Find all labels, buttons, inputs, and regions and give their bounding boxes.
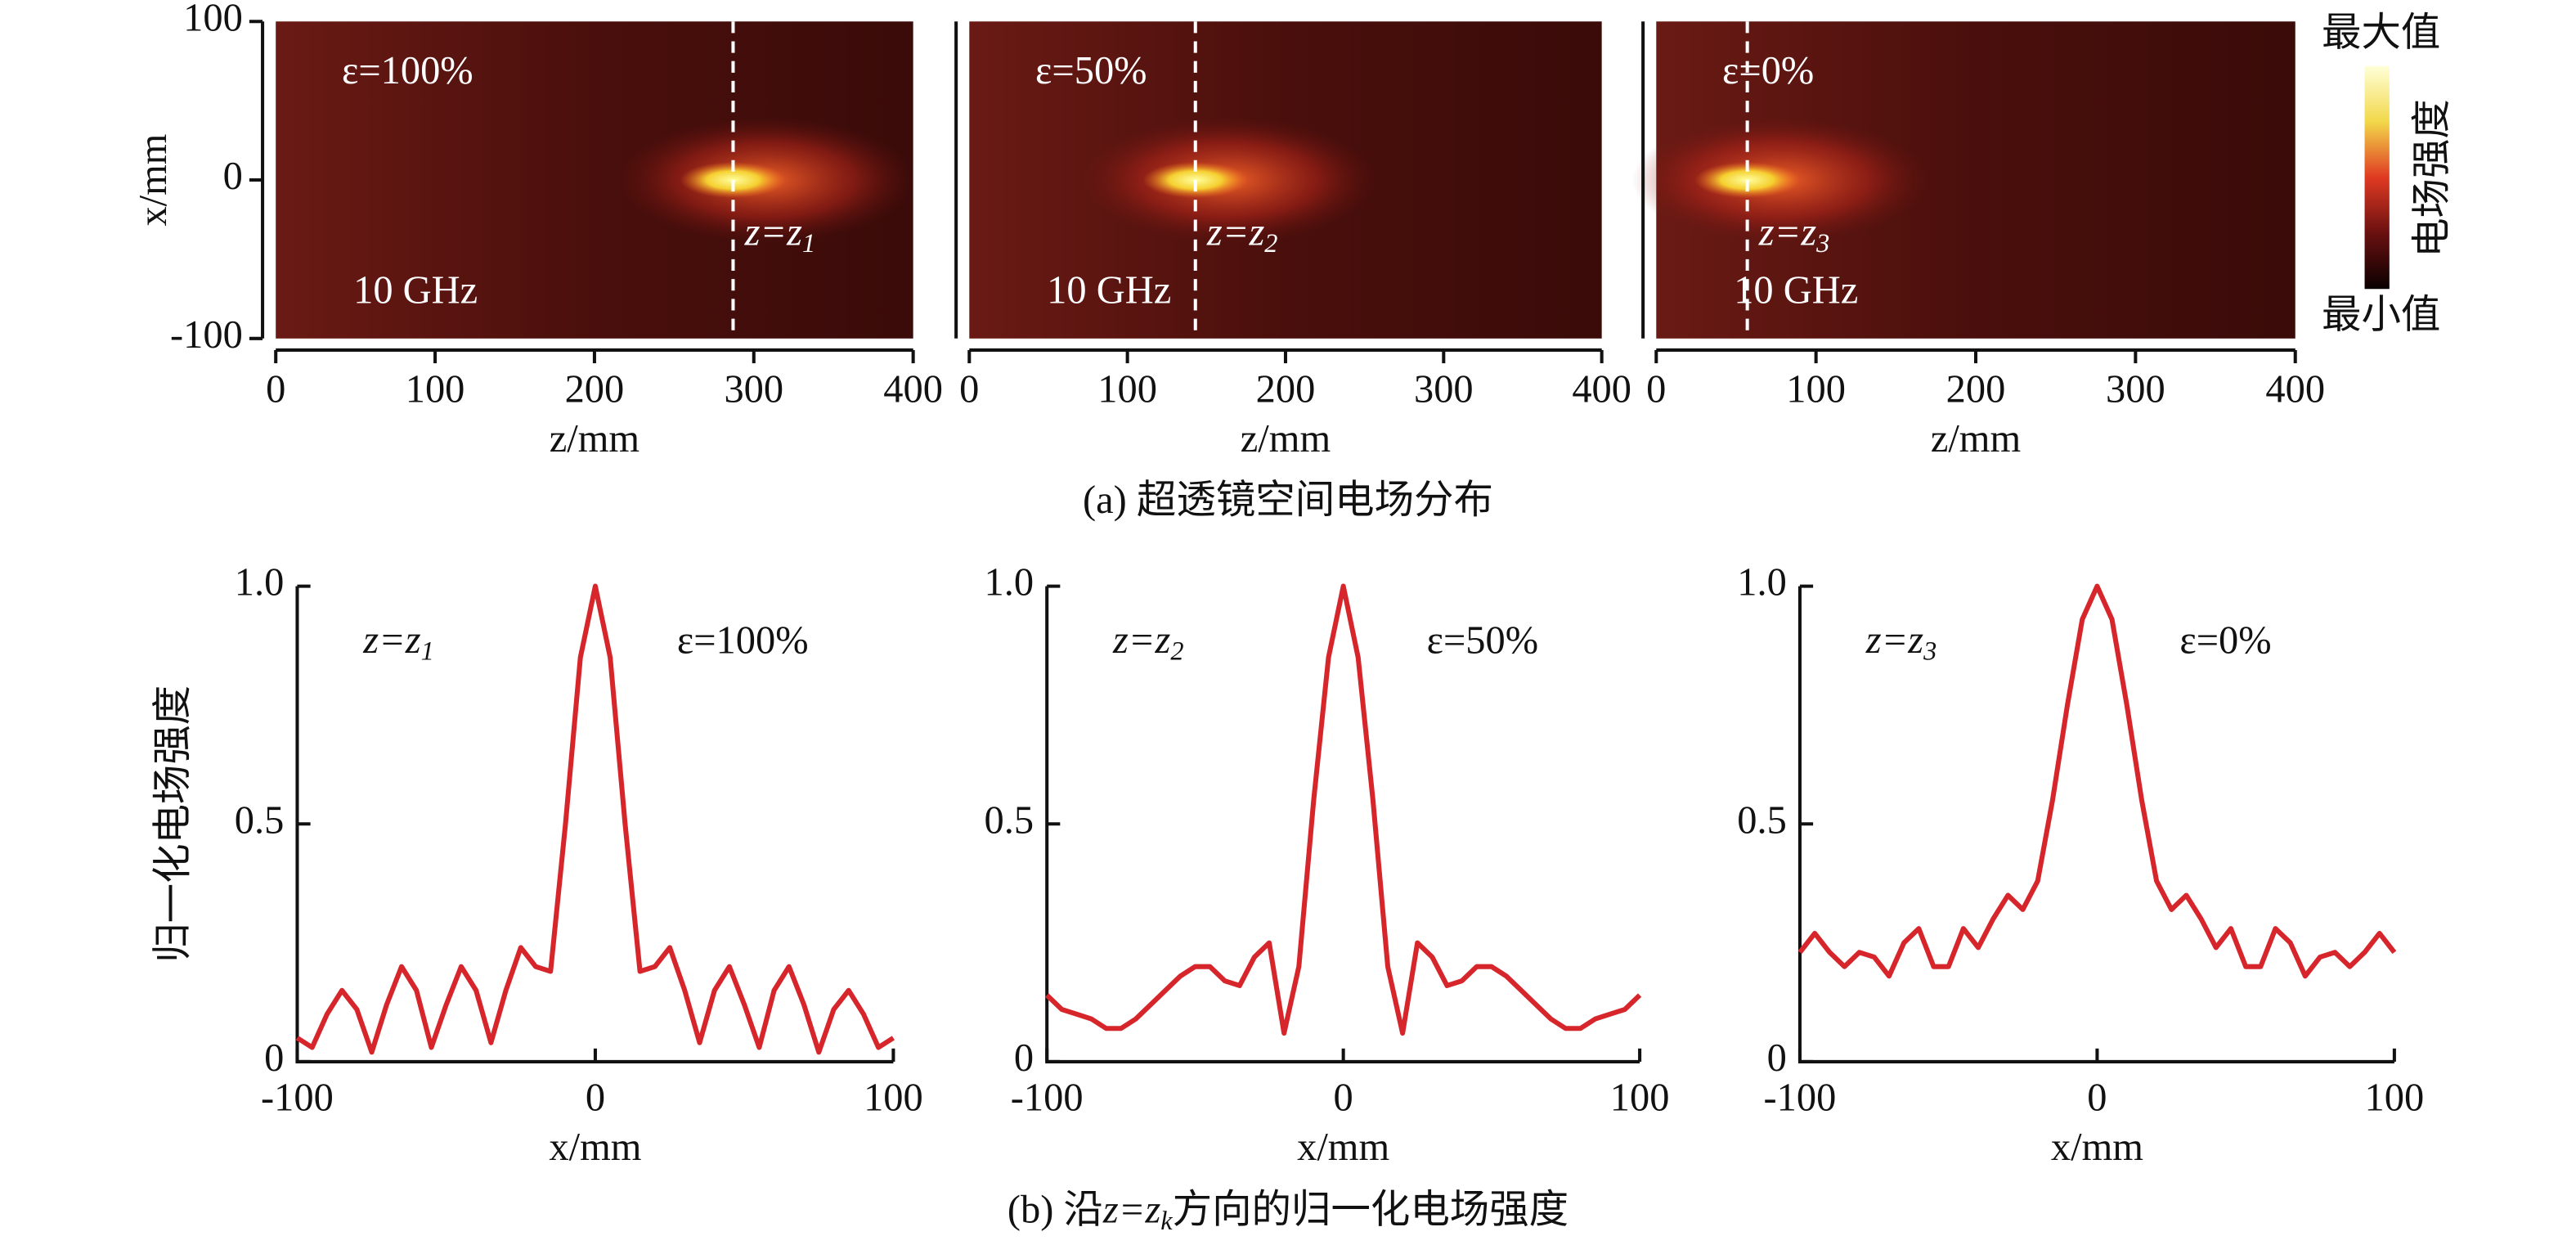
frequency-label: 10 GHz — [353, 268, 478, 312]
annotation-text: z=z — [362, 618, 421, 662]
x-tick-label: 100 — [1610, 1076, 1670, 1120]
x-tick-label: 200 — [565, 368, 625, 411]
x-axis-label: z/mm — [1241, 417, 1331, 461]
annotation-subscript: 1 — [802, 228, 815, 258]
annotation-text: z=z — [744, 211, 803, 254]
annotation-subscript: 1 — [421, 636, 434, 666]
field-label: ε=0% — [1722, 49, 1814, 92]
x-tick-label: 0 — [959, 368, 979, 411]
y-axis-label: x/mm — [132, 134, 175, 227]
x-tick-label: 100 — [1097, 368, 1157, 411]
x-axis-label: x/mm — [1297, 1126, 1389, 1169]
annotation-text: z=z — [1758, 211, 1817, 254]
annotation-subscript: 3 — [1815, 228, 1829, 258]
annotation-subscript: 3 — [1923, 636, 1936, 666]
x-tick-label: 400 — [883, 368, 943, 411]
y-tick-label: 0 — [1014, 1036, 1034, 1080]
focus-spot — [1694, 161, 1801, 199]
focus-spot — [1142, 161, 1249, 199]
x-tick-label: 0 — [1334, 1076, 1353, 1120]
y-tick-label: 0 — [223, 155, 243, 198]
x-axis-label: z/mm — [1931, 417, 2021, 461]
x-tick-label: 200 — [1256, 368, 1316, 411]
y-tick-label: 0.5 — [1737, 798, 1787, 842]
data-line — [295, 583, 895, 1055]
colorbar-title: 电场强度 — [2410, 99, 2453, 258]
y-tick-label: -100 — [170, 313, 243, 357]
x-tick-label: 100 — [864, 1076, 923, 1120]
x-tick-label: 300 — [724, 368, 783, 411]
y-tick-label: 0.5 — [984, 798, 1034, 842]
colorbar-max: 最大值 — [2322, 11, 2440, 55]
x-tick-label: -100 — [1011, 1076, 1084, 1120]
y-tick-label: 1.0 — [1737, 561, 1787, 605]
x-tick-label: 400 — [1572, 368, 1631, 411]
y-tick-label: 0 — [1767, 1036, 1787, 1080]
caption-text: (b) 沿 — [1008, 1189, 1103, 1232]
colorbar-min: 最小值 — [2322, 294, 2440, 337]
annotation-text: z=z — [1112, 618, 1171, 662]
y-axis-label: 归一化电场强度 — [151, 685, 195, 963]
y-tick-label: 1.0 — [235, 561, 285, 605]
field-label: ε=100% — [342, 49, 473, 92]
annotation: z=z3 — [1865, 618, 1937, 665]
x-tick-label: 400 — [2265, 368, 2325, 411]
field-label: ε=100% — [677, 618, 809, 662]
x-tick-label: 0 — [266, 368, 285, 411]
annotation: z=z3 — [1758, 211, 1830, 258]
caption-b: (b) 沿z=zk方向的归一化电场强度 — [1008, 1189, 1568, 1235]
x-tick-label: 100 — [2365, 1076, 2425, 1120]
caption-text: k — [1160, 1206, 1173, 1235]
x-tick-label: 0 — [1646, 368, 1666, 411]
annotation: z=z2 — [1112, 618, 1184, 665]
data-line — [1797, 583, 2397, 979]
data-line — [1045, 583, 1642, 1036]
x-tick-label: 300 — [1414, 368, 1474, 411]
annotation-text: z=z — [1865, 618, 1924, 662]
x-tick-label: 200 — [1946, 368, 2006, 411]
y-tick-label: 1.0 — [984, 561, 1034, 605]
x-tick-label: -100 — [1764, 1076, 1837, 1120]
annotation: z=z2 — [1206, 211, 1278, 258]
x-tick-label: 100 — [406, 368, 465, 411]
annotation-text: z=z — [1206, 211, 1265, 254]
x-tick-label: 100 — [1786, 368, 1846, 411]
focus-spot — [680, 161, 787, 199]
field-label: ε=50% — [1427, 618, 1538, 662]
caption-text: z=z — [1102, 1189, 1161, 1232]
y-tick-label: 0.5 — [235, 798, 285, 842]
y-tick-label: 100 — [183, 0, 243, 39]
y-tick-label: 0 — [264, 1036, 284, 1080]
x-tick-label: -100 — [261, 1076, 334, 1120]
x-tick-label: 300 — [2106, 368, 2165, 411]
x-axis-label: z/mm — [550, 417, 640, 461]
x-tick-label: 0 — [2087, 1076, 2107, 1120]
x-tick-label: 0 — [586, 1076, 605, 1120]
frequency-label: 10 GHz — [1734, 268, 1858, 312]
colorbar — [2364, 65, 2390, 290]
field-label: ε=50% — [1035, 49, 1147, 92]
caption-text: 方向的归一化电场强度 — [1173, 1189, 1568, 1232]
annotation-subscript: 2 — [1170, 636, 1183, 666]
annotation: z=z1 — [362, 618, 434, 665]
caption-a: (a) 超透镜空间电场分布 — [1083, 479, 1493, 522]
annotation-subscript: 2 — [1264, 228, 1277, 258]
x-axis-label: x/mm — [2051, 1126, 2143, 1169]
frequency-label: 10 GHz — [1047, 268, 1171, 312]
x-axis-label: x/mm — [549, 1126, 641, 1169]
field-label: ε=0% — [2179, 618, 2271, 662]
annotation: z=z1 — [744, 211, 816, 258]
